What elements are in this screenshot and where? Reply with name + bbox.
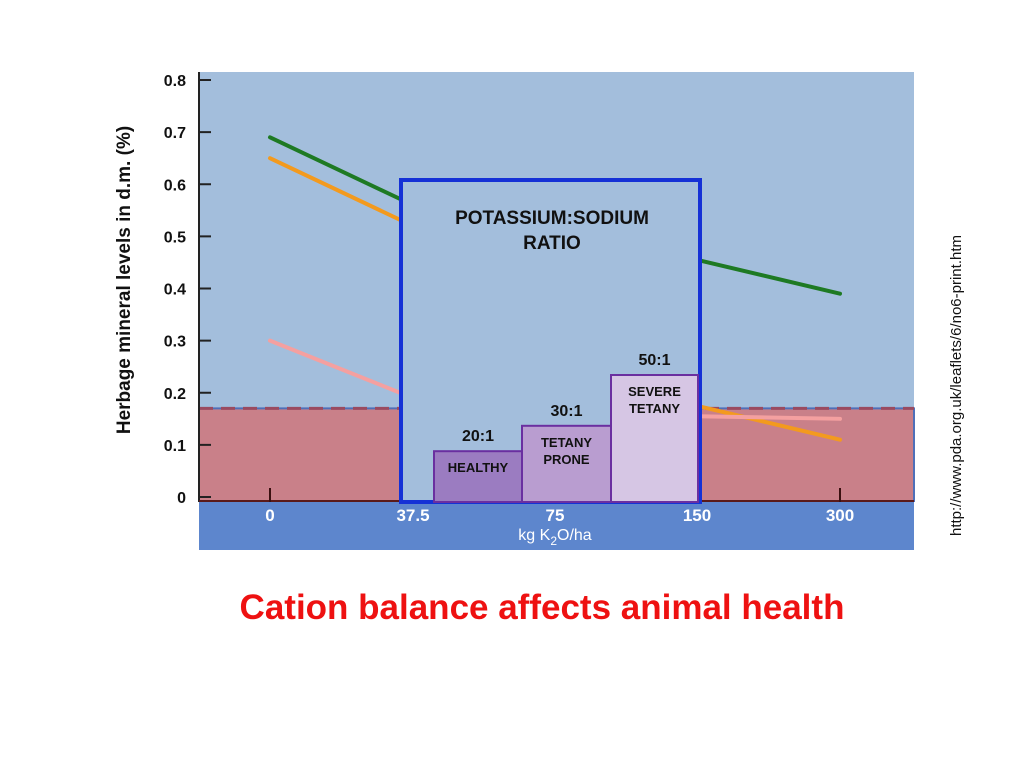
x-axis-label: kg K2O/ha bbox=[518, 527, 591, 548]
y-tick-label: 0.5 bbox=[164, 229, 186, 246]
source-url-text: http://www.pda.org.uk/leaflets/6/no6-pri… bbox=[948, 235, 965, 536]
x-tick-label: 0 bbox=[265, 506, 274, 525]
source-url: http://www.pda.org.uk/leaflets/6/no6-pri… bbox=[930, 140, 965, 540]
y-axis-label: Herbage mineral levels in d.m. (%) bbox=[114, 126, 135, 434]
inset-bar-value-label: 30:1 bbox=[550, 403, 582, 420]
y-tick-label: 0.2 bbox=[164, 386, 186, 403]
inset-bar-1 bbox=[433, 450, 523, 504]
x-tick-label: 300 bbox=[826, 506, 854, 525]
x-axis-label-subscript: 2 bbox=[550, 534, 557, 548]
x-tick-label: 150 bbox=[683, 506, 711, 525]
y-tick-layer: 0 0.1 0.2 0.3 0.4 0.5 0.6 0.7 0.8 bbox=[164, 73, 211, 507]
ratio-inset: POTASSIUM:SODIUM RATIO 20:1 HEALTHY 30:1 TE… bbox=[399, 178, 702, 504]
inset-bar-value-label: 50:1 bbox=[638, 352, 670, 369]
y-tick-label: 0.4 bbox=[164, 282, 186, 299]
x-axis-label-before: kg K bbox=[518, 527, 550, 544]
y-tick-label: 0.8 bbox=[164, 73, 186, 90]
inset-bar-name: TETANY bbox=[629, 401, 680, 416]
inset-bar-name: PRONE bbox=[543, 452, 590, 467]
inset-bars: 20:1 HEALTHY 30:1 TETANY PRONE 50:1 SEVERE TETA… bbox=[433, 352, 699, 504]
x-axis-label-after: O/ha bbox=[557, 527, 592, 544]
x-axis-band bbox=[199, 502, 914, 550]
inset-title-line-1: POTASSIUM:SODIUM bbox=[455, 208, 649, 229]
caption: Cation balance affects animal health bbox=[239, 588, 845, 627]
inset-bar-name: SEVERE bbox=[628, 384, 681, 399]
y-tick-label: 0.6 bbox=[164, 177, 186, 194]
x-tick-label: 75 bbox=[546, 506, 565, 525]
inset-bar-name: TETANY bbox=[541, 435, 592, 450]
y-tick-label: 0.7 bbox=[164, 125, 186, 142]
y-tick-label: 0.3 bbox=[164, 334, 186, 351]
inset-title-line-2: RATIO bbox=[523, 233, 581, 254]
inset-bar-3 bbox=[610, 374, 699, 503]
inset-bar-name: HEALTHY bbox=[448, 460, 509, 475]
y-tick-label: 0.1 bbox=[164, 438, 186, 455]
y-tick-label: 0 bbox=[177, 490, 186, 507]
x-tick-layer: 0 37.5 75 150 300 bbox=[265, 488, 854, 525]
inset-bar-value-label: 20:1 bbox=[462, 428, 494, 445]
x-tick-label: 37.5 bbox=[396, 506, 429, 525]
